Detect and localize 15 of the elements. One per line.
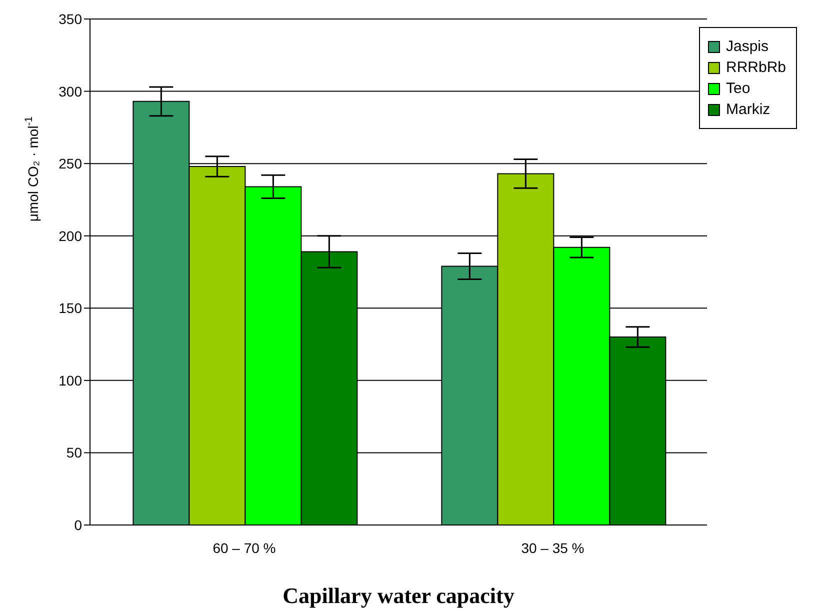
y-tick-label: 300	[58, 83, 82, 100]
legend-label: Markiz	[726, 101, 770, 118]
y-tick-label: 200	[58, 228, 82, 244]
x-tick-label: 30 – 35 %	[521, 540, 584, 556]
y-tick-label: 250	[58, 156, 82, 172]
legend-label: Jaspis	[726, 38, 769, 55]
y-tick-label: 350	[58, 10, 82, 27]
x-axis-title: Capillary water capacity	[282, 583, 514, 608]
y-tick-label: 100	[58, 372, 82, 388]
legend-label: Teo	[726, 80, 750, 97]
y-tick-label: 0	[74, 516, 82, 533]
y-tick-label: 150	[58, 300, 82, 316]
legend-label: RRRbRb	[726, 59, 786, 76]
y-tick-label: 50	[66, 444, 82, 461]
x-tick-label: 60 – 70 %	[212, 540, 276, 556]
